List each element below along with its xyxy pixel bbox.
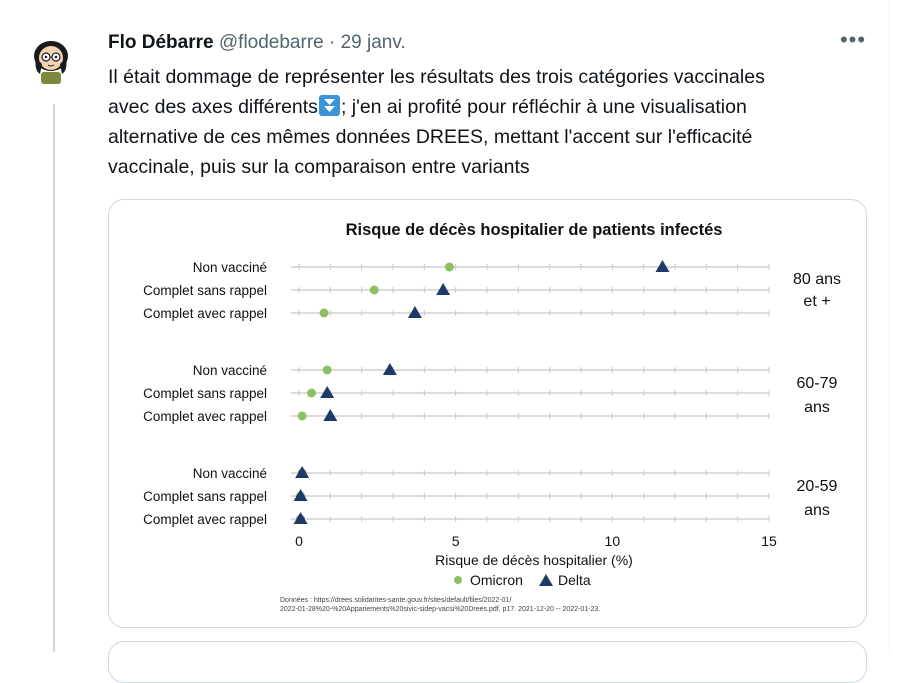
tweet-line-3: alternative de ces mêmes données DREES, …	[108, 126, 753, 148]
age-group-labels: 80 ans et + 60-79 ans 20-59 ans	[793, 271, 841, 519]
age-group-label: et +	[803, 293, 830, 310]
legend-omicron-label: Omicron	[470, 572, 523, 588]
dot-plot-chart: Risque de décès hospitalier de patients …	[143, 221, 841, 613]
header-separator: ·	[329, 32, 336, 53]
tweet-header: Flo Débarre @flodebarre · 29 janv.	[108, 31, 406, 55]
legend-omicron-marker	[454, 576, 462, 584]
delta-point	[323, 409, 338, 421]
x-tick-label: 0	[295, 533, 303, 549]
legend-delta-marker	[539, 574, 553, 586]
age-group-label: 20-59	[797, 478, 838, 495]
category-labels: Non vacciné Complet sans rappel Complet av…	[143, 260, 267, 527]
category-label: Complet sans rappel	[143, 283, 267, 298]
delta-point	[293, 489, 308, 501]
category-label: Complet sans rappel	[143, 489, 267, 504]
age-group-label: 60-79	[797, 375, 838, 392]
delta-point	[295, 466, 310, 478]
omicron-point	[369, 285, 379, 295]
down-arrow-button-emoji-icon	[318, 95, 340, 116]
chart-image-card[interactable]: Risque de décès hospitalier de patients …	[108, 199, 867, 628]
omicron-point	[322, 365, 332, 375]
omicron-point	[307, 388, 317, 398]
category-label: Non vacciné	[193, 363, 267, 378]
legend-delta-label: Delta	[558, 572, 591, 588]
category-label: Non vacciné	[193, 466, 267, 481]
source-line-1: Données : https://drees.solidarites-sant…	[280, 597, 511, 604]
category-label: Complet sans rappel	[143, 386, 267, 401]
tweet-line-1: Il était dommage de représenter les résu…	[108, 66, 765, 88]
tweet-line-4: vaccinale, puis sur la comparaison entre…	[108, 156, 530, 178]
timeline-border	[889, 0, 890, 652]
x-axis-label: Risque de décès hospitalier (%)	[435, 552, 633, 568]
author-handle[interactable]: @flodebarre	[218, 32, 324, 53]
more-options-icon[interactable]: •••	[839, 27, 867, 52]
delta-point	[655, 260, 670, 272]
delta-point	[436, 283, 451, 295]
chart-title: Risque de décès hospitalier de patients …	[346, 221, 723, 239]
chart-legend: Omicron Delta	[454, 572, 591, 588]
category-label: Complet avec rappel	[143, 409, 267, 424]
age-group-label: 80 ans	[793, 271, 841, 288]
source-line-2: 2022-01-28%20-%20Appariements%20sivic-si…	[280, 606, 600, 613]
category-label: Complet avec rappel	[143, 306, 267, 321]
omicron-point	[319, 308, 329, 318]
chart-marks	[293, 260, 670, 524]
tweet-text: Il était dommage de représenter les résu…	[108, 62, 878, 182]
x-tick-label: 5	[452, 533, 460, 549]
tweet-line-2: avec des axes différents ; j'en ai profit…	[108, 92, 878, 122]
tweet-line-2-prefix: avec des axes différents	[108, 96, 318, 118]
delta-point	[320, 386, 335, 398]
avatar-illustration	[34, 41, 68, 84]
category-label: Complet avec rappel	[143, 512, 267, 527]
tweet-line-2-rest: ; j'en ai profité pour réfléchir à une v…	[340, 96, 747, 118]
age-group-label: ans	[804, 502, 830, 519]
tweet-date[interactable]: 29 janv.	[340, 32, 406, 53]
x-tick-label: 15	[761, 533, 777, 549]
delta-point	[293, 512, 308, 524]
thread-connector-line	[53, 104, 55, 652]
age-group-label: ans	[804, 399, 830, 416]
x-axis-ticks: 0 5 10 15	[295, 533, 777, 549]
category-label: Non vacciné	[193, 260, 267, 275]
omicron-point	[297, 411, 307, 421]
x-tick-label: 10	[605, 533, 621, 549]
author-name[interactable]: Flo Débarre	[108, 32, 214, 53]
author-avatar[interactable]	[24, 34, 78, 88]
delta-point	[382, 363, 397, 375]
next-card-preview[interactable]	[108, 641, 867, 683]
delta-point	[407, 306, 422, 318]
omicron-point	[444, 262, 454, 272]
chart-grid	[291, 264, 770, 522]
